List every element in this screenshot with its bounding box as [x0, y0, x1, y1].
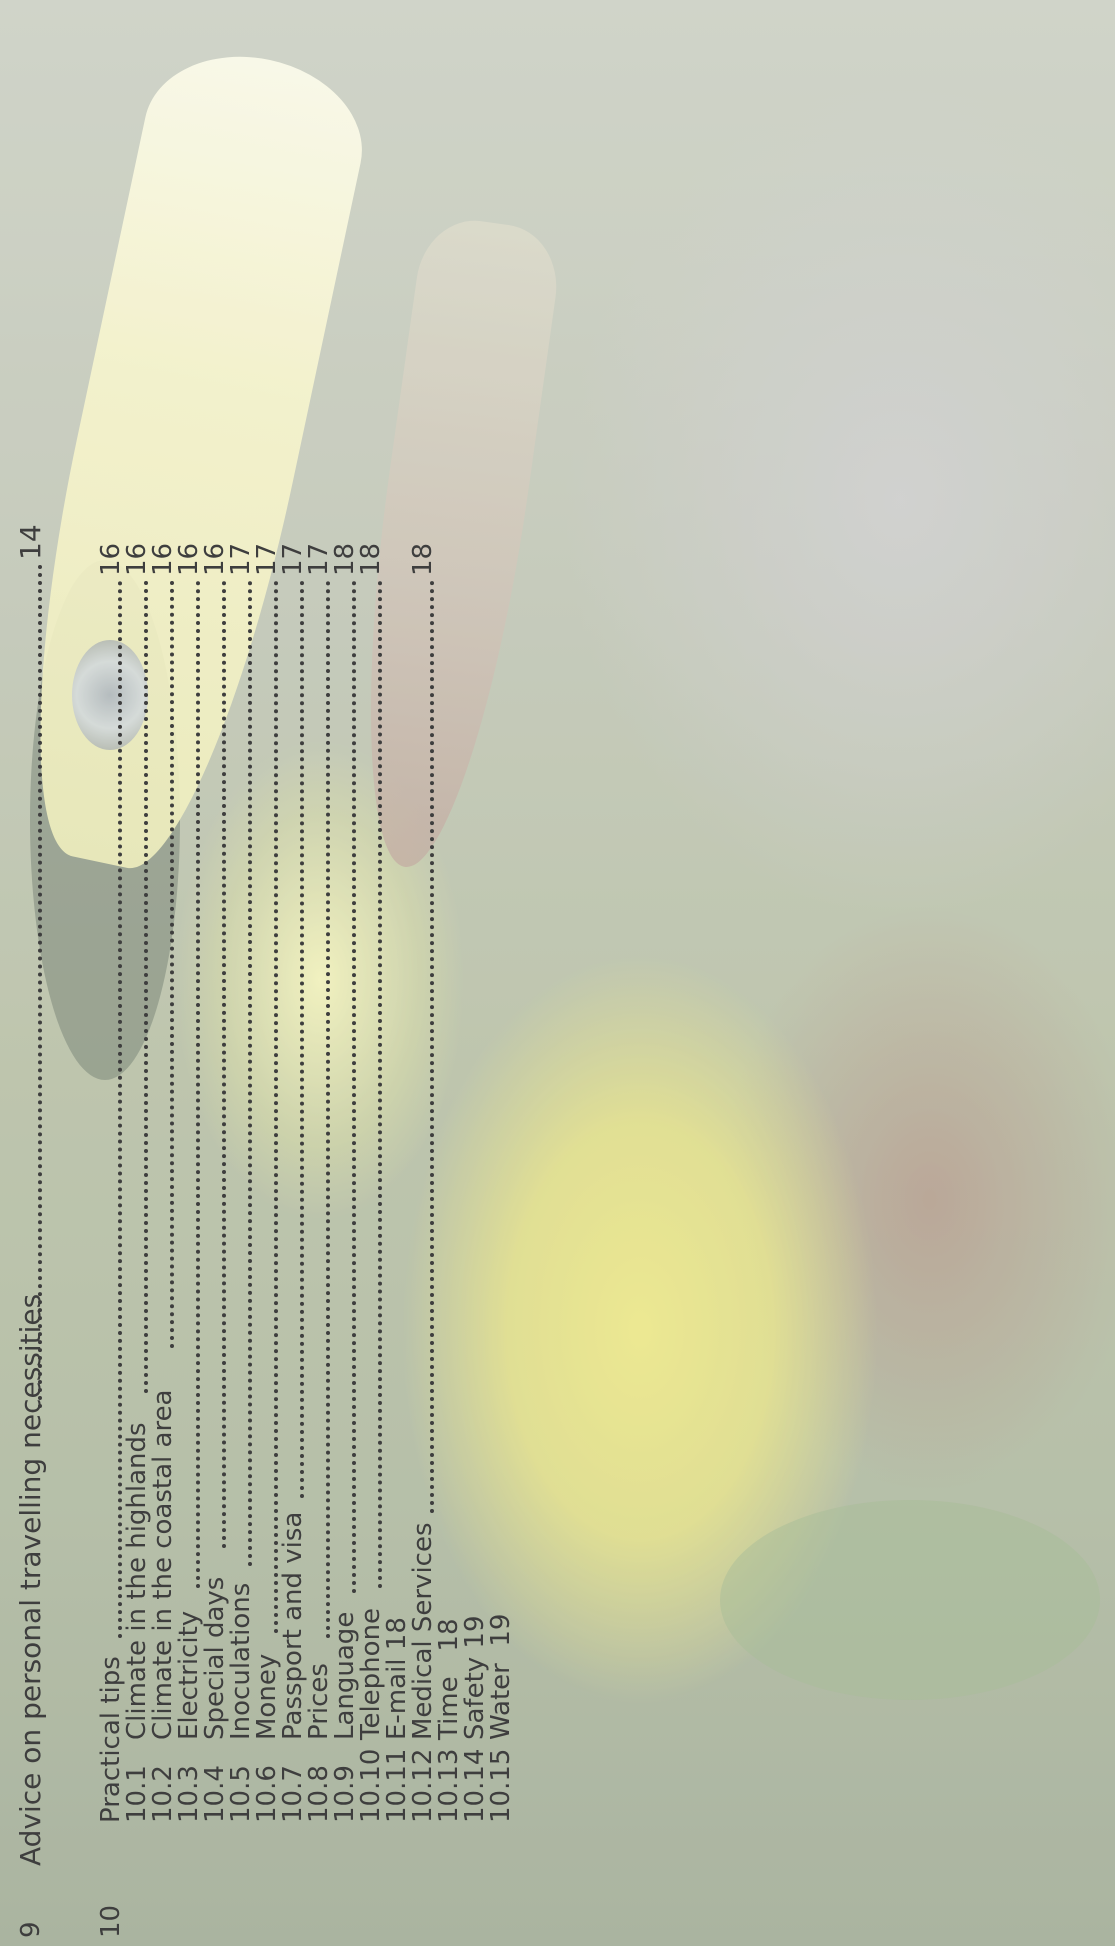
leaf-shape [720, 1500, 1100, 1700]
toc-page-number: 14 [14, 524, 47, 560]
toc-leader-dots [38, 564, 42, 1408]
toc-entry-9[interactable]: 9 Advice on personal travelling necessit… [14, 38, 47, 1938]
toc-number: 9 [16, 1921, 46, 1938]
toucan-eye-shape [72, 640, 148, 750]
toc-entry-10-15[interactable]: 10.15 Water 19 [486, 38, 516, 1938]
toc-number: 10.15 [486, 1748, 516, 1823]
toc-title: Water 19 [486, 1613, 516, 1740]
